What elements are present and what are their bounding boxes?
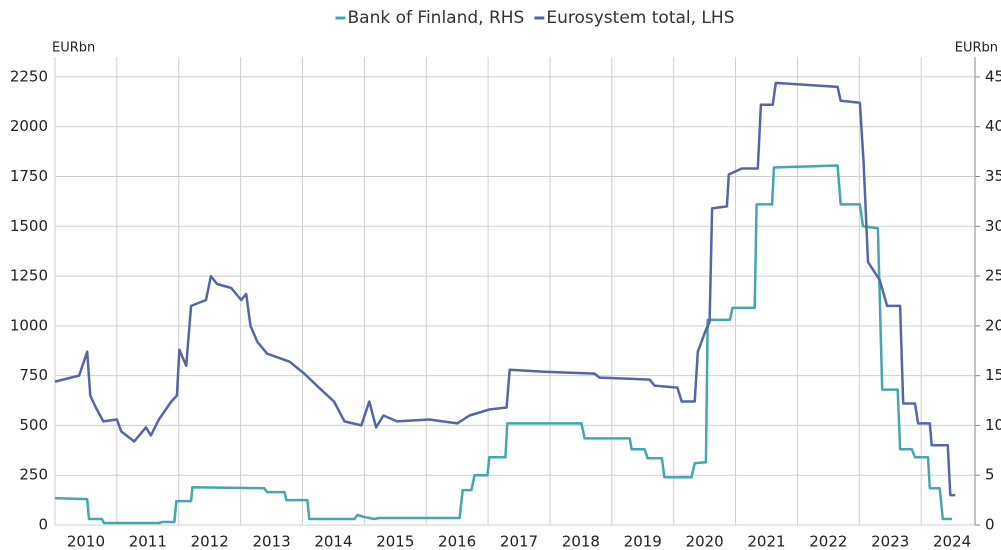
- y-axis-label: EURbn: [52, 41, 95, 56]
- x-tick-label: 2018: [562, 533, 600, 550]
- x-tick-label: 2020: [686, 533, 724, 550]
- x-tick-label: 2022: [809, 533, 847, 550]
- x-tick-label: 2021: [747, 533, 785, 550]
- x-tick-label: 2012: [191, 533, 229, 550]
- x-tick-label: 2024: [933, 533, 971, 550]
- y2-tick-label: 15: [985, 366, 1001, 384]
- x-tick-label: 2017: [500, 533, 538, 550]
- y2-tick-label: 45: [985, 67, 1001, 85]
- y2-tick-label: 25: [985, 267, 1001, 285]
- legend: Bank of Finland, RHS Eurosystem total, LH…: [335, 8, 734, 28]
- y2-tick-label: 5: [985, 466, 995, 484]
- y-tick-label: 1000: [10, 316, 48, 334]
- legend-label: Bank of Finland, RHS: [348, 8, 525, 28]
- y-tick-label: 750: [19, 366, 48, 384]
- y-tick-label: 2250: [10, 67, 48, 85]
- y2-axis-label: EURbn: [955, 41, 998, 56]
- y2-tick-label: 20: [985, 316, 1001, 334]
- y-tick-label: 250: [19, 466, 48, 484]
- x-tick-label: 2011: [129, 533, 167, 550]
- x-tick-label: 2010: [67, 533, 105, 550]
- legend-item: Bank of Finland, RHS: [335, 8, 525, 28]
- y-tick-label: 0: [38, 516, 48, 534]
- x-tick-label: 2019: [624, 533, 662, 550]
- series-line: [54, 81, 956, 497]
- legend-item: Eurosystem total, LHS: [534, 8, 734, 28]
- y-tick-label: 1750: [10, 167, 48, 185]
- y2-tick-label: 40: [985, 117, 1001, 135]
- y-tick-label: 2000: [10, 117, 48, 135]
- y2-tick-label: 10: [985, 416, 1001, 434]
- y2-tick-label: 35: [985, 167, 1001, 185]
- x-tick-label: 2013: [252, 533, 290, 550]
- y-tick-label: 500: [19, 416, 48, 434]
- x-tick-label: 2014: [314, 533, 352, 550]
- y-tick-label: 1500: [10, 217, 48, 235]
- legend-label: Eurosystem total, LHS: [546, 8, 734, 28]
- x-tick-label: 2016: [438, 533, 476, 550]
- y2-tick-label: 0: [985, 516, 995, 534]
- y-tick-label: 1250: [10, 267, 48, 285]
- x-tick-label: 2015: [376, 533, 414, 550]
- series-line: [54, 164, 953, 525]
- x-tick-label: 2023: [871, 533, 909, 550]
- y2-tick-label: 30: [985, 217, 1001, 235]
